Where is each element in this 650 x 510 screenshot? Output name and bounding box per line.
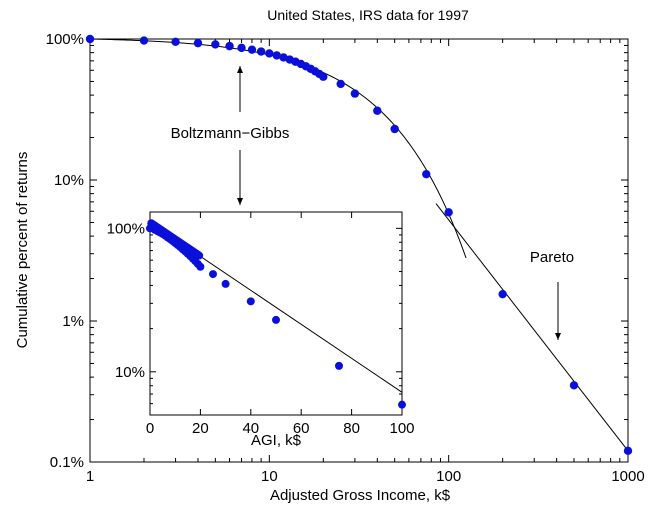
data-point — [225, 41, 234, 51]
inset-data-point — [246, 297, 255, 306]
inset-frame — [149, 211, 403, 416]
pareto-fit — [435, 203, 629, 452]
y-tick-label: 100% — [46, 31, 84, 48]
bg-arrow-down-head — [237, 198, 243, 205]
x-tick-label: 1000 — [611, 468, 644, 485]
inset-data-point — [209, 270, 217, 279]
inset-data-point — [195, 251, 204, 260]
y-tick-label: 0.1% — [50, 454, 84, 471]
data-point — [422, 169, 431, 179]
inset-x-tick-label: 60 — [293, 420, 310, 437]
inset-y-tick-label: 100% — [107, 220, 145, 237]
data-point — [498, 289, 507, 299]
data-point — [373, 106, 382, 115]
y-axis-label: Cumulative percent of returns — [14, 152, 31, 349]
inset-x-tick-label: 0 — [146, 420, 154, 437]
y-tick-label: 10% — [54, 172, 84, 189]
data-point — [319, 72, 328, 81]
x-tick-label: 1 — [86, 468, 94, 485]
inset-data-point — [335, 361, 343, 370]
x-tick-label: 10 — [261, 468, 278, 485]
data-point — [139, 36, 149, 45]
annotations: Boltzmann−Gibbs Pareto — [171, 66, 574, 340]
data-point — [193, 38, 203, 48]
data-point — [211, 40, 220, 49]
inset-x-tick-label: 80 — [343, 420, 360, 437]
data-point — [265, 49, 274, 58]
boltzmann-gibbs-label: Boltzmann−Gibbs — [171, 125, 290, 142]
inset-x-tick-label: 100 — [389, 420, 414, 437]
pareto-label: Pareto — [530, 249, 574, 266]
bg-arrow-up-head — [237, 66, 243, 73]
inset-x-axis-label: AGI, k$ — [251, 432, 302, 449]
data-point — [444, 208, 453, 217]
chart-title: United States, IRS data for 1997 — [267, 7, 469, 23]
data-point — [256, 47, 266, 56]
inset-x-tick-label: 40 — [242, 420, 259, 437]
inset-y-tick-label: 10% — [115, 364, 145, 381]
data-point — [569, 381, 579, 390]
x-tick-label: 100 — [436, 468, 461, 485]
inset-plot: 0 20 40 60 80 100 10% 100% — [107, 211, 415, 437]
data-point — [272, 51, 281, 60]
data-point — [247, 45, 257, 54]
inset-x-tick-label: 20 — [192, 420, 209, 437]
main-plot-frame — [89, 38, 629, 463]
data-point — [623, 446, 633, 456]
x-axis-label: Adjusted Gross Income, k$ — [270, 487, 451, 504]
pareto-arrow-head — [555, 333, 561, 340]
data-point — [237, 43, 246, 53]
inset-data-point — [196, 262, 205, 271]
data-point — [85, 34, 95, 44]
inset-data-point — [221, 279, 230, 288]
inset-data-point — [398, 400, 406, 409]
inset-data-point — [272, 315, 280, 324]
data-point — [171, 37, 180, 47]
data-point — [336, 79, 345, 89]
data-point — [390, 124, 399, 134]
y-tick-label: 1% — [62, 313, 84, 330]
data-point — [350, 89, 360, 98]
